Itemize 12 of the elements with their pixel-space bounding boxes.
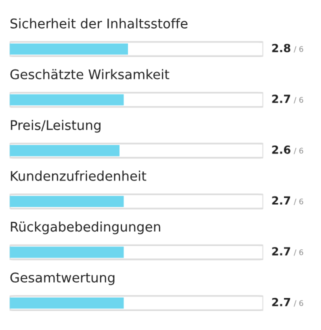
data-label: 2.6 bbox=[272, 145, 290, 154]
data-label: 2.7 bbox=[272, 247, 290, 256]
data-label: 2.7 bbox=[272, 298, 290, 306]
data-label: 2.7 bbox=[272, 196, 290, 205]
y-tick-label: Geschätzte Wirksamkeit bbox=[10, 69, 170, 80]
data-label: 2.7 bbox=[272, 94, 290, 103]
data-label: 2.8 bbox=[272, 44, 290, 52]
y-tick-label: Gesamtwertung bbox=[10, 272, 114, 286]
y-tick-label: Kundenzufriedenheit bbox=[10, 170, 146, 181]
y-tick-label: Sicherheit der Inhaltsstoffe bbox=[10, 18, 188, 28]
y-tick-label: Preis/Leistung bbox=[10, 120, 100, 133]
y-tick-label: Rückgabebedingungen bbox=[10, 221, 160, 234]
